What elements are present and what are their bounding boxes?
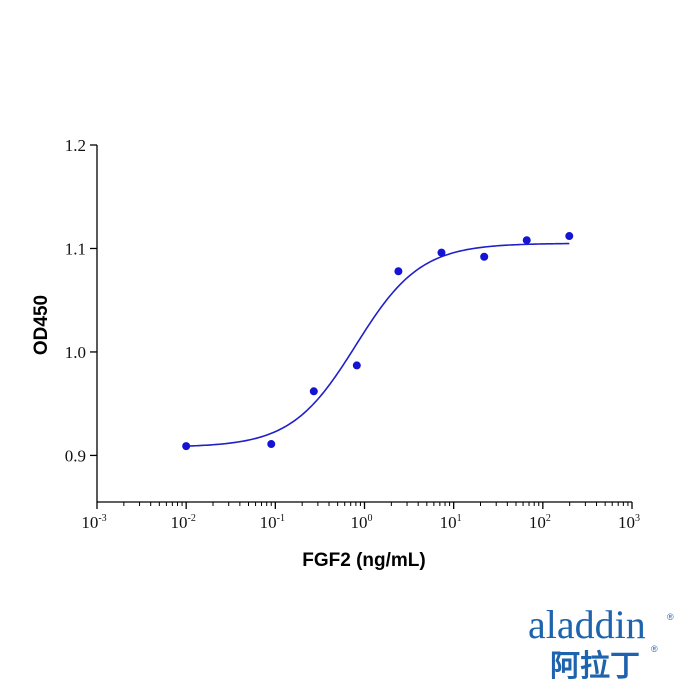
x-tick-label: 100	[351, 513, 373, 532]
x-tick-base: 10	[529, 513, 546, 532]
x-tick-base: 10	[440, 513, 457, 532]
x-axis-title: FGF2 (ng/mL)	[302, 550, 425, 571]
data-point	[352, 361, 361, 370]
x-tick-base: 10	[170, 513, 187, 532]
data-point	[480, 252, 489, 261]
data-point	[267, 440, 276, 449]
x-ticks: 10-3 10-2 10-1 100 101 102 103	[81, 502, 640, 532]
y-tick-label: 1.2	[65, 136, 86, 155]
x-tick-exponent: -3	[98, 513, 106, 524]
x-tick-exponent: -2	[187, 513, 195, 524]
axes	[96, 145, 632, 503]
fit-curve	[186, 242, 570, 447]
data-point	[522, 236, 531, 245]
logo-registered-mark-cn: ®	[651, 644, 658, 654]
x-tick-base: 10	[351, 513, 368, 532]
x-tick-exponent: 2	[546, 513, 551, 524]
x-tick-exponent: -1	[277, 513, 285, 524]
data-point	[182, 442, 191, 451]
x-tick-label: 10-2	[170, 513, 195, 532]
x-tick-label: 10-3	[81, 513, 106, 532]
y-tick-label: 1.1	[65, 239, 86, 258]
logo-registered-mark-en: ®	[667, 612, 674, 622]
data-point	[565, 232, 574, 241]
x-tick-base: 10	[260, 513, 277, 532]
y-ticks: 0.9 1.0 1.1 1.2	[65, 136, 97, 465]
x-tick-label: 102	[529, 513, 551, 532]
logo-text-cn: 阿拉丁	[550, 649, 640, 684]
y-tick-label: 1.0	[65, 343, 86, 362]
logo-text-en: aladdin	[528, 602, 646, 647]
x-tick-base: 10	[81, 513, 98, 532]
x-tick-label: 101	[440, 513, 462, 532]
y-tick-label: 0.9	[65, 446, 86, 465]
data-point	[309, 387, 318, 396]
x-tick-label: 10-1	[260, 513, 285, 532]
x-tick-exponent: 3	[635, 513, 640, 524]
x-tick-base: 10	[618, 513, 635, 532]
x-tick-exponent: 1	[457, 513, 462, 524]
y-axis-title: OD450	[31, 295, 52, 355]
data-point	[394, 267, 403, 276]
x-tick-label: 103	[618, 513, 640, 532]
data-point	[437, 248, 446, 257]
aladdin-logo: aladdin ® 阿拉丁 ®	[528, 602, 674, 684]
x-tick-exponent: 0	[368, 513, 373, 524]
data-points	[182, 232, 574, 451]
